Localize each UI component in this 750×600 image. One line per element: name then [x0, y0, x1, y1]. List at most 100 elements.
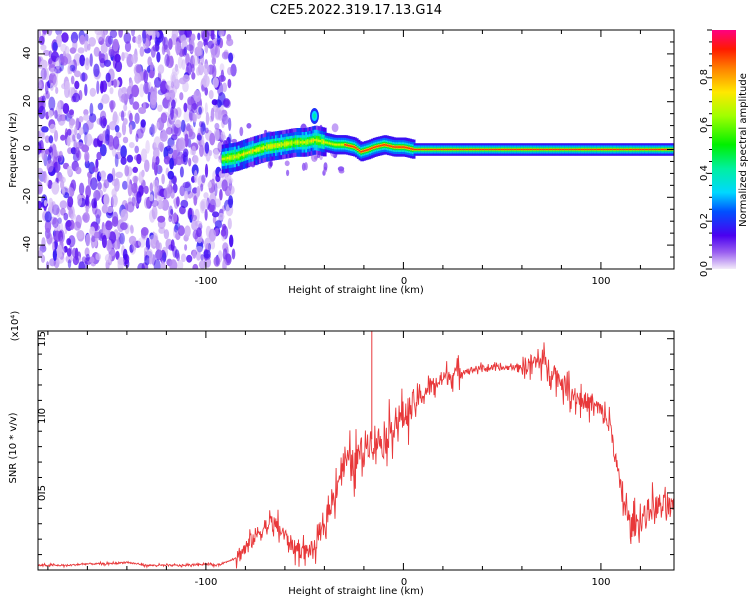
- heatmap-cell: [89, 256, 95, 263]
- heatmap-cell: [209, 192, 217, 206]
- heatmap-cell: [154, 162, 158, 176]
- heatmap-cell: [650, 149, 654, 150]
- heatmap-cell: [38, 80, 42, 89]
- heatmap-cell: [118, 30, 123, 38]
- heatmap-cell: [172, 85, 177, 95]
- heatmap-cell: [219, 63, 225, 73]
- heatmap-cell: [46, 159, 54, 173]
- heatmap-cell: [182, 148, 189, 158]
- spectrogram-panel: -100 0 100 Height of straight line (km) …: [8, 29, 675, 296]
- heatmap-cell: [183, 109, 191, 123]
- snr-plot-area: [38, 331, 674, 569]
- heatmap-cell: [154, 77, 162, 88]
- heatmap-cell: [308, 140, 313, 143]
- heatmap-cell: [134, 35, 143, 45]
- heatmap-cell: [143, 246, 149, 256]
- heatmap-cell: [221, 51, 230, 60]
- heatmap-cell: [171, 67, 180, 76]
- heatmap-cell: [144, 197, 151, 209]
- heatmap-cell: [452, 149, 457, 150]
- heatmap-cell: [340, 144, 345, 146]
- heatmap-cell: [78, 127, 84, 136]
- colorbar-tick-label: 0.0: [699, 261, 710, 277]
- heatmap-cell: [107, 173, 114, 183]
- heatmap-cell: [149, 91, 158, 106]
- heatmap-cell: [78, 182, 85, 196]
- heatmap-cell: [56, 207, 61, 218]
- heatmap-cell: [162, 252, 167, 263]
- heatmap-cell: [208, 149, 213, 157]
- heatmap-cell: [190, 64, 195, 73]
- heatmap-cell: [404, 146, 409, 149]
- spectrogram-y-tick-label: 0: [22, 145, 33, 151]
- heatmap-cell: [192, 250, 197, 259]
- heatmap-cell: [176, 252, 180, 262]
- heatmap-cell: [221, 114, 229, 125]
- heatmap-cell: [174, 41, 181, 55]
- heatmap-cell: [120, 222, 128, 231]
- heatmap-cell: [169, 157, 175, 170]
- heatmap-cell: [85, 233, 91, 247]
- heatmap-cell: [192, 112, 196, 123]
- heatmap-cell: [111, 194, 118, 208]
- heatmap-cell: [157, 104, 163, 113]
- heatmap-cell: [211, 48, 216, 59]
- heatmap-cell: [188, 128, 193, 137]
- heatmap-cell: [62, 103, 70, 114]
- heatmap-cell: [208, 89, 214, 100]
- heatmap-cell: [221, 179, 228, 192]
- heatmap-cell: [177, 225, 185, 237]
- heatmap-cell: [57, 116, 66, 126]
- heatmap-cell: [95, 158, 99, 169]
- heatmap-cell: [144, 255, 151, 266]
- heatmap-cell: [184, 225, 191, 238]
- heatmap-cell: [85, 205, 89, 214]
- heatmap-cell: [156, 31, 160, 38]
- colorbar-tick-label: 0.2: [699, 213, 710, 229]
- heatmap-cell: [114, 125, 120, 133]
- heatmap-cell: [156, 51, 161, 63]
- heatmap-cell: [106, 239, 112, 252]
- heatmap-cell: [67, 65, 71, 75]
- heatmap-cell: [203, 38, 208, 47]
- colorbar: 0.0 0.2 0.4 0.6 0.8 Normalized spectral …: [699, 29, 749, 277]
- heatmap-cell: [171, 175, 177, 184]
- heatmap-cell: [66, 110, 74, 119]
- heatmap-cell: [150, 200, 159, 207]
- heatmap-cell: [114, 153, 119, 167]
- heatmap-cell: [212, 211, 220, 218]
- heatmap-cell: [50, 82, 54, 91]
- heatmap-cell: [165, 126, 173, 135]
- heatmap-cell: [84, 83, 88, 96]
- heatmap-cell: [56, 253, 65, 264]
- heatmap-cell: [203, 63, 210, 76]
- heatmap-cell: [157, 215, 166, 223]
- heatmap-cell: [89, 53, 93, 67]
- heatmap-cell: [176, 196, 180, 207]
- heatmap-cell: [44, 219, 52, 234]
- heatmap-cell: [522, 149, 526, 150]
- heatmap-cell: [38, 130, 41, 139]
- spectrogram-x-tick-label: -100: [195, 276, 218, 287]
- heatmap-cell: [193, 195, 198, 206]
- heatmap-cell: [180, 199, 189, 209]
- heatmap-cell: [58, 174, 64, 182]
- heatmap-cell: [112, 113, 120, 126]
- heatmap-cell: [163, 187, 172, 199]
- heatmap-cell: [85, 196, 89, 206]
- heatmap-cell: [178, 137, 186, 152]
- heatmap-cell: [119, 232, 125, 245]
- heatmap-cell: [155, 249, 163, 261]
- heatmap-cell: [61, 32, 69, 43]
- heatmap-cell: [200, 123, 206, 135]
- heatmap-cell: [153, 179, 160, 193]
- heatmap-cell: [94, 30, 103, 36]
- heatmap-cell: [69, 118, 76, 126]
- heatmap-cell: [41, 126, 49, 133]
- heatmap-cell: [570, 149, 574, 150]
- heatmap-cell: [172, 149, 178, 159]
- heatmap-cell: [48, 135, 54, 144]
- heatmap-cell: [139, 46, 145, 57]
- heatmap-cell: [157, 199, 164, 210]
- heatmap-cell: [168, 215, 173, 223]
